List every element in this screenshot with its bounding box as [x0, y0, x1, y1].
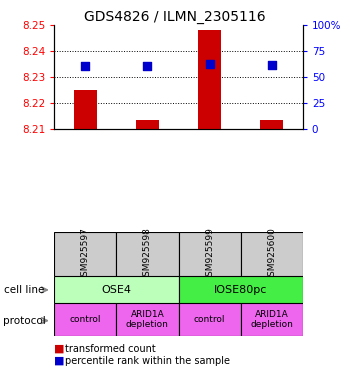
Text: ARID1A
depletion: ARID1A depletion: [126, 310, 169, 329]
Text: protocol: protocol: [4, 316, 46, 326]
Bar: [136, 119, 159, 129]
Bar: [241, 232, 303, 276]
Text: control: control: [70, 315, 101, 324]
Bar: [74, 90, 97, 129]
Point: [83, 63, 88, 70]
Bar: [178, 232, 241, 276]
Text: control: control: [194, 315, 225, 324]
Bar: [198, 30, 221, 129]
Text: ■: ■: [54, 356, 65, 366]
Text: cell line: cell line: [4, 285, 44, 295]
Bar: [116, 232, 178, 276]
Point: [145, 63, 150, 70]
Bar: [54, 232, 116, 276]
Bar: [54, 303, 116, 336]
Bar: [178, 303, 241, 336]
Text: ARID1A
depletion: ARID1A depletion: [250, 310, 293, 329]
Bar: [54, 276, 178, 303]
Bar: [241, 303, 303, 336]
Text: GSM925598: GSM925598: [143, 227, 152, 282]
Text: GSM925600: GSM925600: [267, 227, 276, 282]
Point: [207, 61, 212, 68]
Text: ■: ■: [54, 344, 65, 354]
Bar: [260, 119, 284, 129]
Bar: [116, 303, 178, 336]
Text: IOSE80pc: IOSE80pc: [214, 285, 267, 295]
Text: transformed count: transformed count: [65, 344, 155, 354]
Text: percentile rank within the sample: percentile rank within the sample: [65, 356, 230, 366]
Text: GSM925599: GSM925599: [205, 227, 214, 282]
Text: OSE4: OSE4: [102, 285, 131, 295]
Text: GDS4826 / ILMN_2305116: GDS4826 / ILMN_2305116: [84, 10, 266, 23]
Text: GSM925597: GSM925597: [81, 227, 90, 282]
Point: [269, 62, 274, 68]
Bar: [178, 276, 303, 303]
